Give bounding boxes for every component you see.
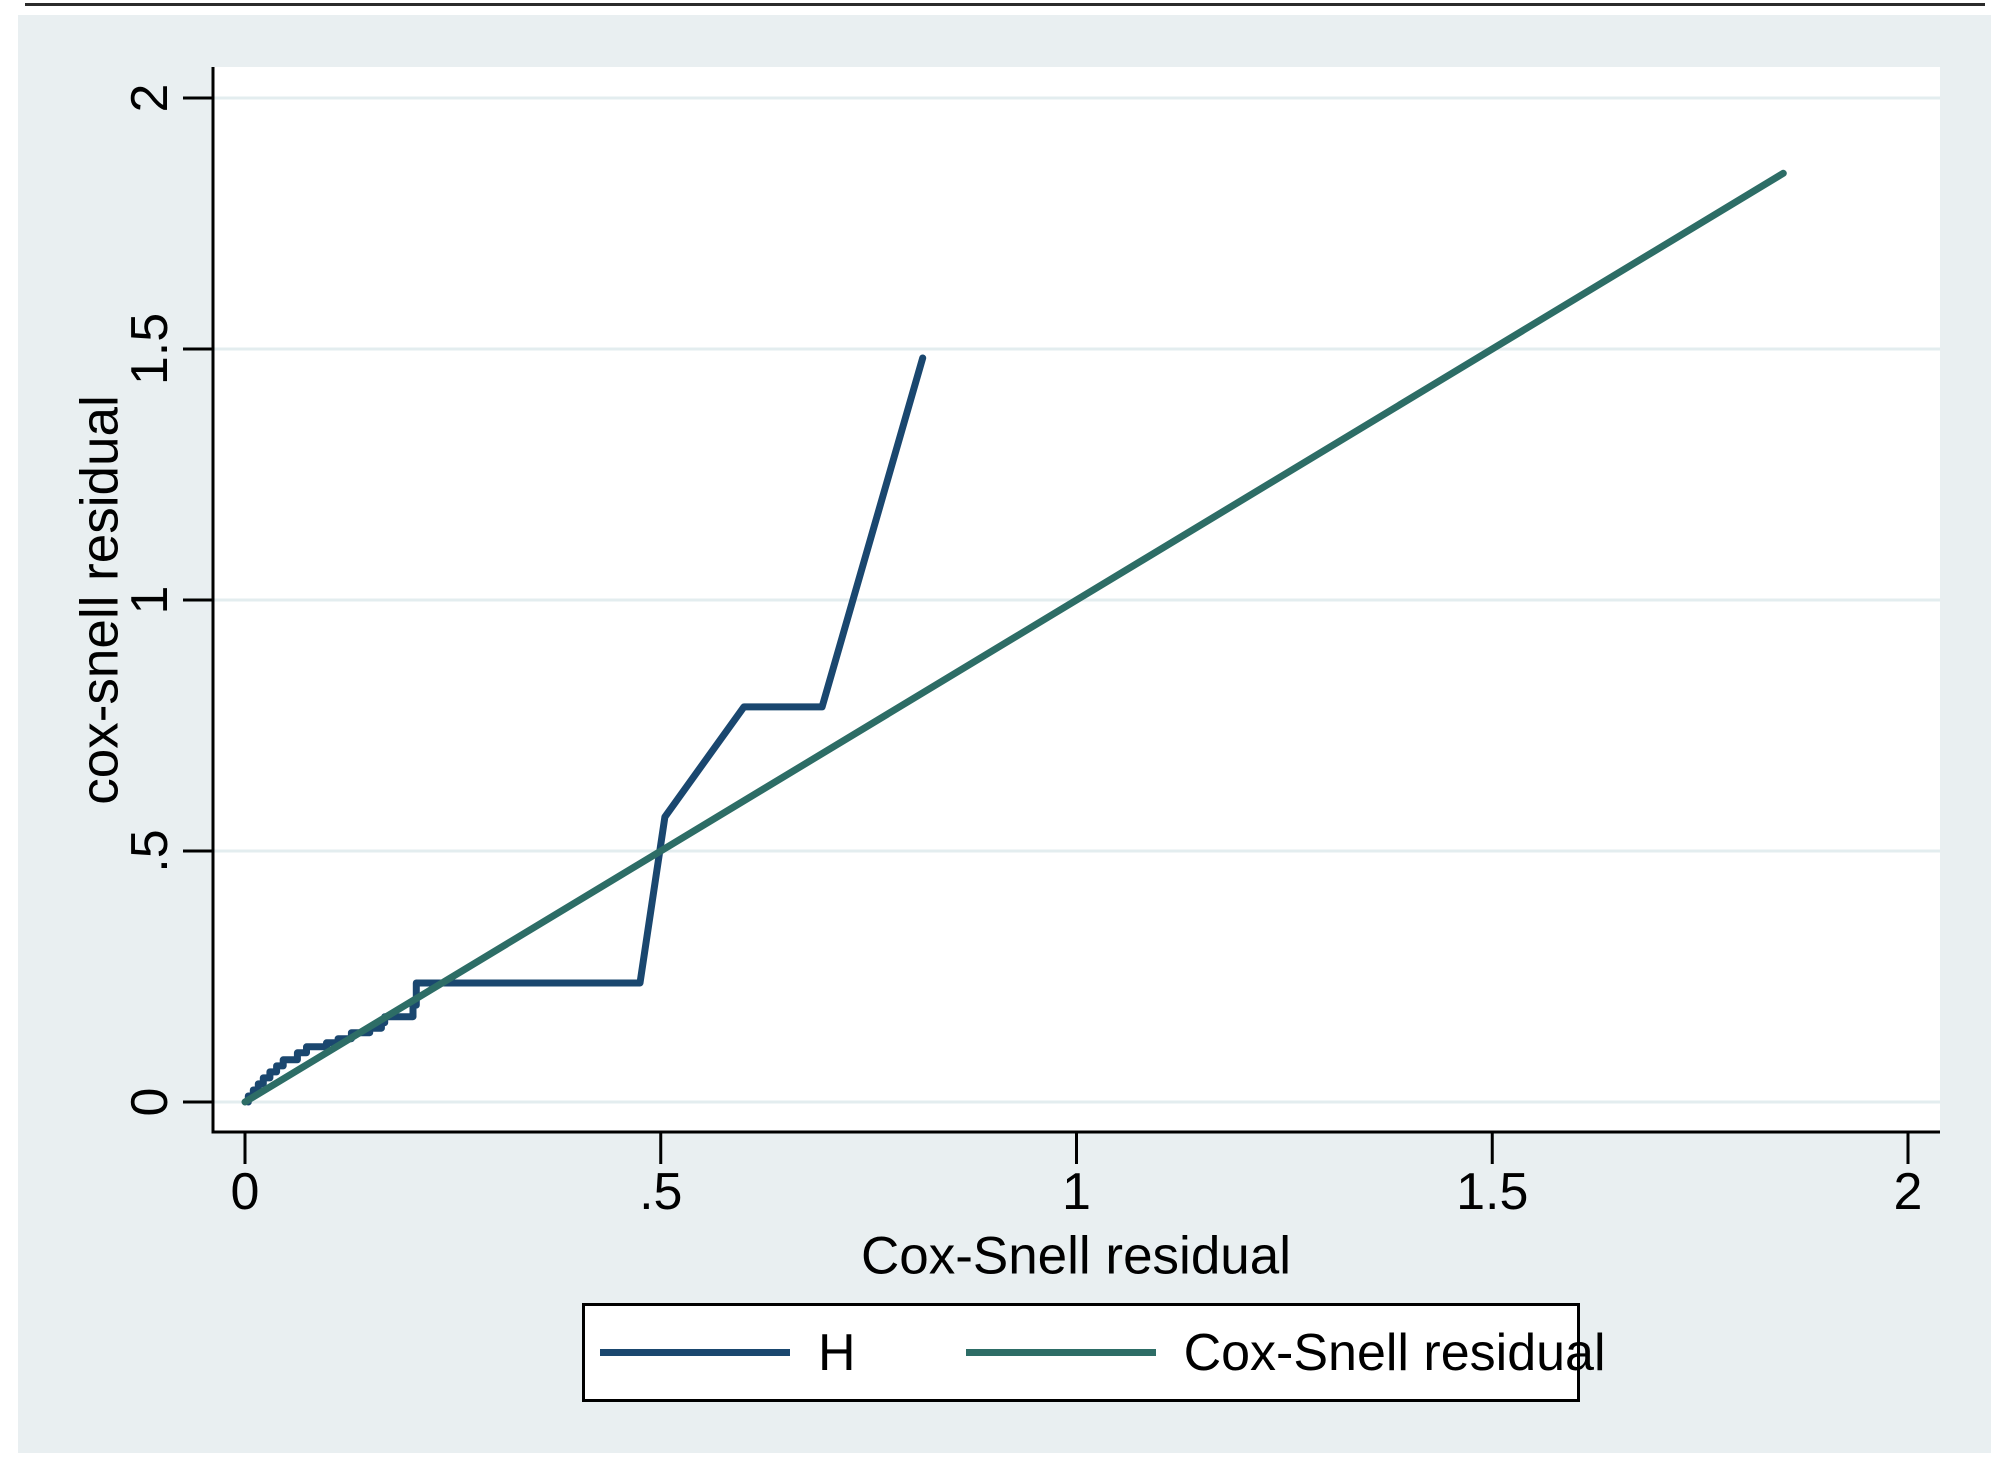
y-tick-label: 0 (121, 1087, 179, 1117)
legend: H Cox-Snell residual (582, 1303, 1606, 1402)
legend-line-sample-cox-snell (965, 1349, 1156, 1356)
x-tick-label: 0 (230, 1163, 260, 1221)
x-tick-label: 2 (1893, 1163, 1923, 1221)
figure-top-border-line (25, 3, 1985, 6)
y-tick-label: .5 (121, 829, 179, 873)
y-tick-label: 1 (121, 585, 179, 615)
y-axis-title: cox-snell residual (70, 395, 130, 805)
y-tick-label: 2 (121, 83, 179, 113)
x-tick-label: 1 (1062, 1163, 1091, 1221)
legend-line-sample-h (600, 1349, 790, 1356)
x-tick-label: 1.5 (1456, 1163, 1529, 1221)
plot-area (213, 67, 1940, 1132)
x-axis-title: Cox-Snell residual (860, 1226, 1292, 1286)
y-tick-label: 1.5 (121, 312, 179, 386)
x-tick-label: .5 (639, 1163, 683, 1221)
legend-label-cox-snell: Cox-Snell residual (1183, 1323, 1606, 1382)
legend-label-h: H (818, 1323, 856, 1382)
